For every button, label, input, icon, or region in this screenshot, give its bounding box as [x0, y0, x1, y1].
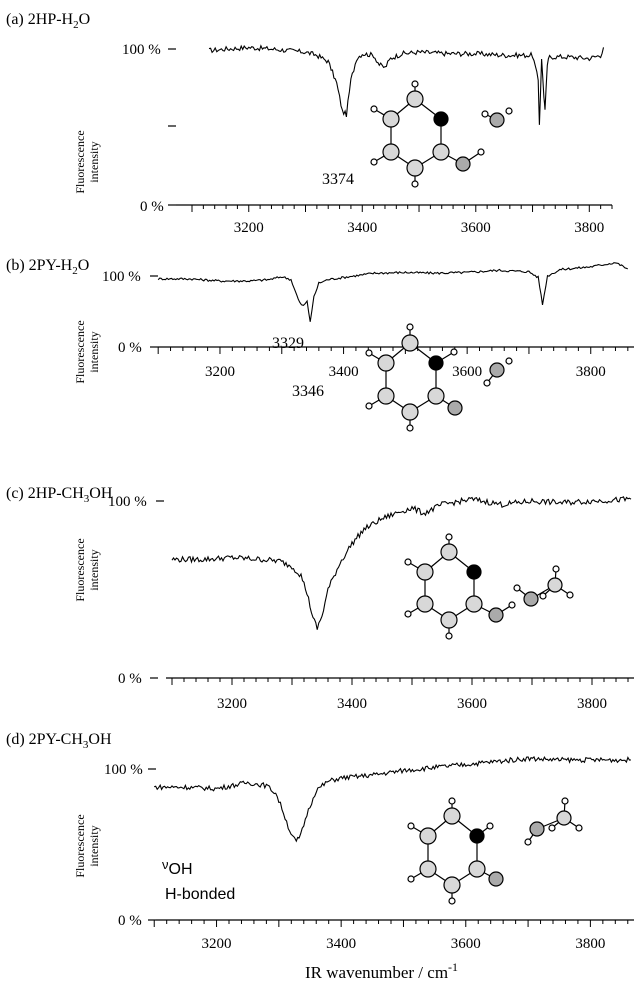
panel-c-spectrum-line [172, 497, 631, 630]
panel-c-ylabel: Fluorescence intensity [73, 538, 101, 601]
panel-b-spectrum-line [158, 263, 628, 322]
annotation-nu-oh: νOH [162, 857, 193, 878]
x-tick-label-3400: 3400 [337, 696, 367, 712]
ytick-0-label: 0 % [118, 671, 142, 687]
panel-a-spectrum-line [209, 46, 604, 125]
x-tick-label-3800: 3800 [574, 220, 604, 236]
panel-c: (c) 2HP-CH3OH Fluorescence intensity 100… [6, 485, 634, 712]
x-tick-label-3200: 3200 [205, 364, 235, 380]
panel-d-x-axis: 3200 3400 3600 3800 [154, 920, 634, 952]
peak-label-3374: 3374 [322, 171, 354, 188]
molecule-structure [366, 324, 512, 431]
molecule-structure [408, 798, 582, 904]
x-tick-label-3800: 3800 [577, 696, 607, 712]
panel-b-ylabel: Fluorescence intensity [73, 320, 101, 383]
panel-a-label: (a) 2HP-H2O [6, 11, 90, 31]
ylabel-line1: Fluorescence [73, 320, 87, 383]
peak-label-3329: 3329 [272, 335, 304, 352]
x-tick-label-3200: 3200 [234, 220, 264, 236]
x-tick-label-3600: 3600 [451, 936, 481, 952]
ylabel-line1: Fluorescence [73, 538, 87, 601]
x-tick-label-3200: 3200 [202, 936, 232, 952]
x-tick-label-3400: 3400 [326, 936, 356, 952]
panel-a: (a) 2HP-H2O Fluorescence intensity 100 %… [6, 11, 612, 236]
panel-b-label: (b) 2PY-H2O [6, 257, 89, 277]
ylabel-line1: Fluorescence [73, 130, 87, 193]
panel-d: (d) 2PY-CH3OH Fluorescence intensity 100… [6, 731, 634, 952]
panel-b-x-axis: 3200 3400 3600 3800 [158, 347, 634, 380]
x-tick-label-3400: 3400 [329, 364, 359, 380]
panel-b: (b) 2PY-H2O Fluorescence intensity 100 %… [6, 257, 634, 431]
ytick-100-label: 100 % [102, 269, 141, 285]
x-tick-label-3600: 3600 [457, 696, 487, 712]
ytick-0-label: 0 % [140, 199, 164, 215]
panel-c-x-axis: 3200 3400 3600 3800 [166, 678, 634, 712]
x-tick-label-3400: 3400 [347, 220, 377, 236]
panel-a-ylabel: Fluorescence intensity [73, 130, 101, 193]
panel-d-ylabel: Fluorescence intensity [73, 814, 101, 877]
ytick-100-label: 100 % [104, 762, 143, 778]
ylabel-line1: Fluorescence [73, 814, 87, 877]
ylabel-line2: intensity [87, 549, 101, 590]
ytick-0-label: 0 % [118, 340, 142, 356]
ylabel-line2: intensity [87, 825, 101, 866]
ytick-100-label: 100 % [122, 42, 161, 58]
ylabel-line2: intensity [87, 141, 101, 182]
panel-d-label: (d) 2PY-CH3OH [6, 731, 112, 751]
peak-label-3346: 3346 [292, 383, 324, 400]
ytick-0-label: 0 % [118, 913, 142, 929]
annotation-h-bonded: H-bonded [165, 886, 235, 903]
x-tick-label-3600: 3600 [461, 220, 491, 236]
panel-a-x-axis: 3200 3400 3600 3800 [176, 205, 612, 236]
molecule-structure [405, 534, 573, 639]
molecule-structure [371, 81, 512, 187]
panel-c-label: (c) 2HP-CH3OH [6, 485, 113, 505]
x-tick-label-3800: 3800 [575, 936, 605, 952]
ylabel-line2: intensity [87, 331, 101, 372]
x-tick-label-3600: 3600 [452, 364, 482, 380]
ytick-100-label: 100 % [108, 494, 147, 510]
panel-d-spectrum-line [154, 757, 631, 841]
x-axis-label: IR wavenumber / cm-1 [305, 960, 458, 982]
x-tick-label-3800: 3800 [576, 364, 606, 380]
x-tick-label-3200: 3200 [217, 696, 247, 712]
